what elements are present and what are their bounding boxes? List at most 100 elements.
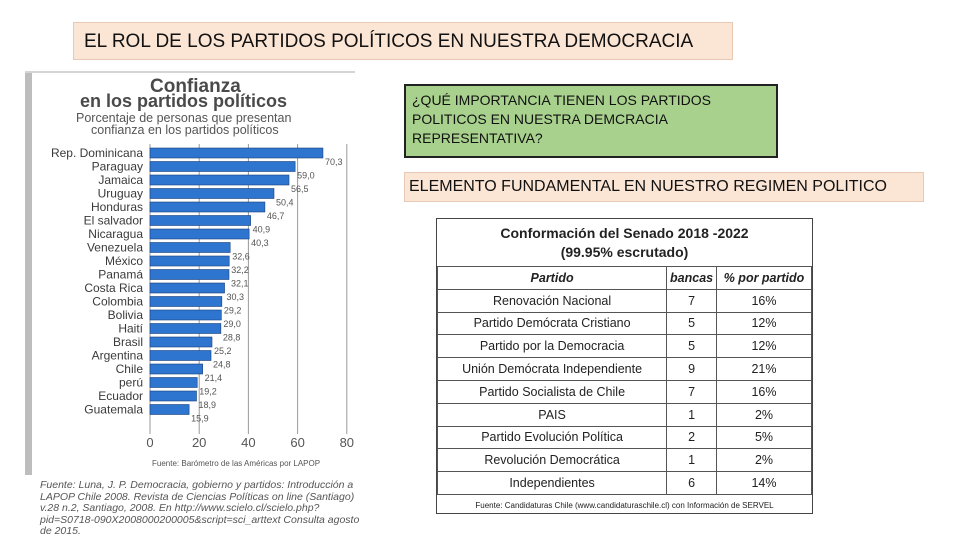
header-partido: Partido [436, 266, 668, 290]
value-label: 50,4 [276, 198, 294, 208]
category-label: Brasil [113, 335, 143, 349]
bar [149, 255, 230, 267]
table-header-row: Partido bancas % por partido [436, 266, 812, 290]
seats: 7 [666, 379, 718, 404]
bar [149, 404, 190, 415]
seats: 2 [666, 425, 718, 450]
bar [149, 201, 266, 213]
senate-table-panel: Conformación del Senado 2018 -2022 (99.9… [436, 218, 813, 514]
seats: 1 [666, 448, 718, 473]
slide-title: EL ROL DE LOS PARTIDOS POLÍTICOS EN NUES… [73, 22, 733, 60]
seats: 5 [666, 334, 718, 359]
bar [149, 336, 213, 348]
bar [149, 147, 324, 159]
category-label: Honduras [91, 200, 143, 214]
value-label: 32,6 [232, 252, 250, 262]
category-label: Paraguay [92, 160, 143, 174]
seats: 5 [666, 311, 718, 336]
senate-table-subtitle: (99.95% escrutado) [560, 244, 689, 260]
table-row: Renovación Nacional 7 16% [436, 288, 812, 313]
bar [149, 309, 222, 321]
category-label: Costa Rica [84, 281, 143, 295]
table-row: Partido Demócrata Cristiano 5 12% [436, 311, 812, 336]
party-name: Revolución Democrática [436, 448, 668, 473]
percent: 16% [716, 379, 812, 404]
chart-title: Confianza [150, 76, 241, 97]
bar [149, 242, 231, 253]
category-label: Venezuela [87, 241, 143, 255]
party-name: Partido por la Democracia [436, 334, 668, 359]
percent: 14% [716, 471, 812, 495]
percent: 5% [716, 425, 812, 450]
bar [149, 323, 222, 334]
party-name: Independientes [436, 471, 668, 495]
bar [149, 188, 275, 199]
bar [149, 350, 212, 361]
percent: 2% [716, 448, 812, 473]
chart-frame-border [25, 71, 32, 475]
value-label: 70,3 [325, 157, 343, 167]
percent: 2% [716, 402, 812, 427]
party-name: PAIS [436, 402, 668, 427]
table-row: PAIS 1 2% [436, 402, 812, 427]
bar [149, 282, 225, 294]
bar [149, 215, 251, 226]
senate-table: Partido bancas % por partido Renovación … [436, 266, 812, 495]
percent: 21% [716, 357, 812, 381]
party-name: Unión Demócrata Independiente [436, 357, 668, 381]
chart-subtitle-line2: confianza en los partidos políticos [91, 123, 279, 137]
senate-table-source: Fuente: Candidaturas Chile (www.candidat… [475, 501, 774, 510]
value-label: 30,3 [227, 292, 245, 302]
category-label: Jamaica [98, 173, 143, 187]
party-name: Partido Socialista de Chile [436, 379, 668, 404]
category-label: El salvador [84, 214, 143, 228]
category-label: Chile [116, 362, 144, 376]
category-label: Haití [118, 322, 143, 336]
category-label: Argentina [92, 349, 144, 363]
seats: 1 [666, 402, 718, 427]
party-name: Renovación Nacional [436, 288, 668, 313]
value-label: 15,9 [191, 414, 209, 424]
category-label: Nicaragua [88, 227, 143, 241]
x-tick-label: 80 [340, 435, 354, 450]
value-label: 29,0 [223, 319, 241, 329]
seats: 9 [666, 357, 718, 381]
table-row: Partido Evolución Política 2 5% [436, 425, 812, 450]
value-label: 24,8 [213, 360, 231, 370]
party-name: Partido Evolución Política [436, 425, 668, 450]
chart-title-line2: en los partidos políticos [80, 91, 288, 111]
category-label: México [105, 254, 143, 268]
category-label: Ecuador [98, 389, 143, 403]
senate-table-title: Conformación del Senado 2018 -2022 [500, 225, 749, 241]
category-label: Guatemala [84, 403, 143, 417]
chart-frame-top [25, 71, 355, 73]
value-label: 40,9 [253, 225, 271, 235]
category-label: perú [119, 376, 143, 390]
confidence-bar-chart: 0 20 40 60 80 Rep. Dominicana 70,3 Paraguay 59,0… [51, 144, 354, 450]
value-label: 40,3 [251, 238, 269, 248]
chart-source: Fuente: Barómetro de las Américas por LA… [152, 459, 321, 468]
bar [149, 228, 250, 240]
party-name: Partido Demócrata Cristiano [436, 311, 668, 336]
value-label: 56,5 [291, 184, 309, 194]
bar [149, 377, 198, 388]
bar [149, 269, 230, 280]
percent: 12% [716, 311, 812, 336]
value-label: 25,2 [214, 346, 232, 356]
category-label: Bolivia [108, 308, 144, 322]
value-label: 32,2 [231, 265, 249, 275]
seats: 6 [666, 471, 718, 495]
table-row: Revolución Democrática 1 2% [436, 448, 812, 473]
element-box: ELEMENTO FUNDAMENTAL EN NUESTRO REGIMEN … [404, 172, 924, 202]
table-row: Unión Demócrata Independiente 9 21% [436, 357, 812, 381]
seats: 7 [666, 288, 718, 313]
header-bancas: bancas [666, 266, 718, 290]
category-label: Rep. Dominicana [51, 146, 143, 160]
value-label: 59,0 [297, 171, 315, 181]
x-tick-label: 60 [290, 435, 304, 450]
category-label: Colombia [92, 295, 143, 309]
value-label: 29,2 [224, 306, 242, 316]
bar [149, 363, 203, 375]
table-row: Independientes 6 14% [436, 471, 812, 495]
chart-subtitle: Porcentaje de personas que presentan [76, 111, 292, 125]
